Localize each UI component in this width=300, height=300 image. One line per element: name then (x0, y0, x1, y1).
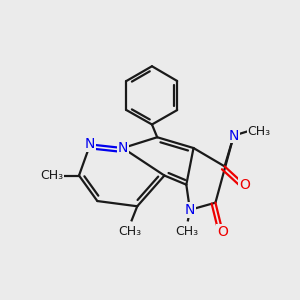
Text: CH₃: CH₃ (248, 125, 271, 138)
Text: CH₃: CH₃ (118, 225, 142, 238)
Text: O: O (217, 225, 228, 239)
Text: O: O (239, 178, 250, 192)
Text: N: N (118, 141, 128, 155)
Text: N: N (185, 203, 195, 217)
Text: N: N (85, 137, 95, 152)
Text: CH₃: CH₃ (175, 225, 198, 238)
Text: N: N (229, 129, 239, 142)
Text: CH₃: CH₃ (40, 169, 63, 182)
